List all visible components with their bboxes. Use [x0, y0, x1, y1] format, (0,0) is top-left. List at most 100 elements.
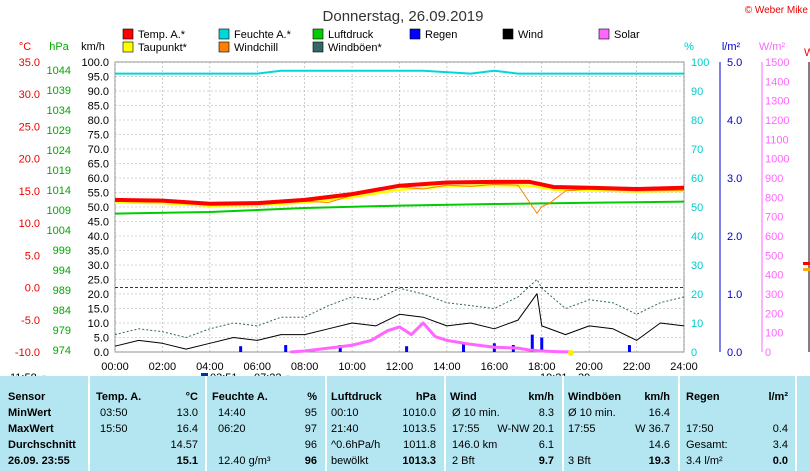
- moonrise-label: 03:51: [210, 372, 238, 376]
- table-cell: 1010.0: [402, 407, 436, 419]
- rain-bar: [627, 345, 631, 352]
- humidity-tick-label: 100: [691, 57, 709, 69]
- rain-tick-label: 3.0: [727, 173, 742, 185]
- time-tick-label: 00:00: [101, 361, 129, 373]
- pressure-tick-label: 1034: [47, 105, 71, 117]
- wind-tick-label: 70.0: [88, 144, 109, 156]
- rain-bar: [405, 346, 409, 352]
- wind-tick-label: 35.0: [88, 246, 109, 258]
- legend-swatch: [502, 28, 514, 40]
- wind-tick-label: 15.0: [88, 304, 109, 316]
- table-header: Regen: [686, 391, 720, 403]
- pressure-tick-label: 979: [53, 325, 71, 337]
- wind-tick-label: 45.0: [88, 217, 109, 229]
- table-cell: 16.4: [648, 407, 670, 419]
- edge-temp-mark: [803, 268, 810, 271]
- time-tick-label: 02:00: [149, 361, 177, 373]
- sunset-label: 19:21: [540, 372, 568, 376]
- humidity-tick-label: 50: [691, 202, 703, 214]
- sun-icon: [41, 375, 47, 376]
- solar-tick-label: 300: [765, 289, 783, 301]
- pressure-tick-label: 974: [53, 345, 71, 357]
- time-tick-label: 04:00: [196, 361, 224, 373]
- pressure-tick-label: 1039: [47, 85, 71, 97]
- table-cell: 97: [304, 423, 317, 435]
- summary-table: Sensor Temp. A. °C Feuchte A.% Luftdruck hPa W…: [0, 376, 810, 471]
- credit-label: © Weber Mike: [745, 5, 809, 16]
- pressure-tick-label: 1019: [47, 165, 71, 177]
- temp-tick-label: 5.0: [25, 250, 40, 262]
- table-cell: 96: [304, 439, 317, 451]
- solar-tick-label: 0: [765, 347, 771, 359]
- table-header: hPa: [415, 391, 436, 403]
- rain-tick-label: 1.0: [727, 289, 742, 301]
- solar-tick-label: 400: [765, 270, 783, 282]
- temp-tick-label: 15.0: [19, 186, 40, 198]
- humidity-tick-label: 0: [691, 347, 697, 359]
- rain-bar: [530, 334, 534, 352]
- moon-icon: [201, 373, 208, 376]
- legend-swatch: [122, 41, 134, 53]
- temp-tick-label: -5.0: [21, 315, 40, 327]
- rain-tick-label: 5.0: [727, 57, 742, 69]
- table-cell: 15:50: [100, 423, 128, 435]
- table-cell: W 36.7: [635, 423, 670, 435]
- table-cell: 96: [304, 455, 317, 467]
- table-header: km/h: [644, 391, 670, 403]
- rain-unit-label: l/m²: [722, 41, 741, 53]
- temp-tick-label: 20.0: [19, 154, 40, 166]
- solar-tick-label: 700: [765, 212, 783, 224]
- time-tick-label: 08:00: [291, 361, 319, 373]
- series-line: [114, 200, 685, 215]
- temp-tick-label: 0.0: [25, 283, 40, 295]
- rain-tick-label: 4.0: [727, 115, 742, 127]
- rain-bar: [239, 346, 243, 352]
- table-cell: Ø 10 min.: [568, 407, 616, 419]
- time-tick-label: 18:00: [528, 361, 556, 373]
- table-header: Feuchte A.: [212, 391, 268, 403]
- solar-tick-label: 800: [765, 192, 783, 204]
- table-cell: 14:40: [218, 407, 246, 419]
- legend-label: Feuchte A.*: [234, 29, 292, 41]
- table-cell: 146.0 km: [452, 439, 498, 451]
- table-cell: 2 Bft: [452, 455, 475, 467]
- table-cell: 03:50: [100, 407, 128, 419]
- pressure-unit-label: hPa: [49, 41, 69, 53]
- table-row-label: 26.09. 23:55: [8, 455, 70, 467]
- table-row-label: MaxWert: [8, 423, 54, 435]
- humidity-tick-label: 10: [691, 318, 703, 330]
- table-cell: 0.0: [772, 455, 788, 467]
- wind-tick-label: 95.0: [88, 72, 109, 84]
- table-cell: ^0.6hPa/h: [331, 439, 381, 451]
- rain-bar: [338, 345, 342, 352]
- temp-tick-label: -10.0: [15, 347, 40, 359]
- pressure-tick-label: 989: [53, 285, 71, 297]
- solar-tick-label: 100: [765, 328, 783, 340]
- rain-tick-label: 2.0: [727, 231, 742, 243]
- table-row-label: MinWert: [8, 407, 52, 419]
- sunrise-icon: [285, 375, 291, 376]
- rain-bar: [540, 337, 544, 352]
- pressure-tick-label: 1009: [47, 205, 71, 217]
- table-header: Sensor: [8, 391, 46, 403]
- pressure-tick-label: 994: [53, 265, 71, 277]
- edge-temp-mark: [803, 262, 810, 265]
- solar-tick-label: 1300: [765, 96, 789, 108]
- solar-tick-label: 200: [765, 308, 783, 320]
- humidity-tick-label: 20: [691, 289, 703, 301]
- table-cell: 19.3: [648, 455, 670, 467]
- time-tick-label: 12:00: [386, 361, 414, 373]
- table-cell: 15.1: [176, 455, 198, 467]
- wind-tick-label: 65.0: [88, 159, 109, 171]
- table-cell: 0.4: [772, 423, 788, 435]
- legend-label: Windchill: [234, 42, 278, 54]
- solar-tick-label: 1000: [765, 154, 789, 166]
- legend-swatch: [312, 28, 324, 40]
- humidity-tick-label: 80: [691, 115, 703, 127]
- table-cell: 17:55: [568, 423, 596, 435]
- table-cell: 3.4: [772, 439, 788, 451]
- table-cell: 1013.3: [402, 455, 436, 467]
- time-tick-label: 24:00: [670, 361, 698, 373]
- legend-label: Luftdruck: [328, 29, 374, 41]
- moonset-label: 39: [578, 372, 590, 376]
